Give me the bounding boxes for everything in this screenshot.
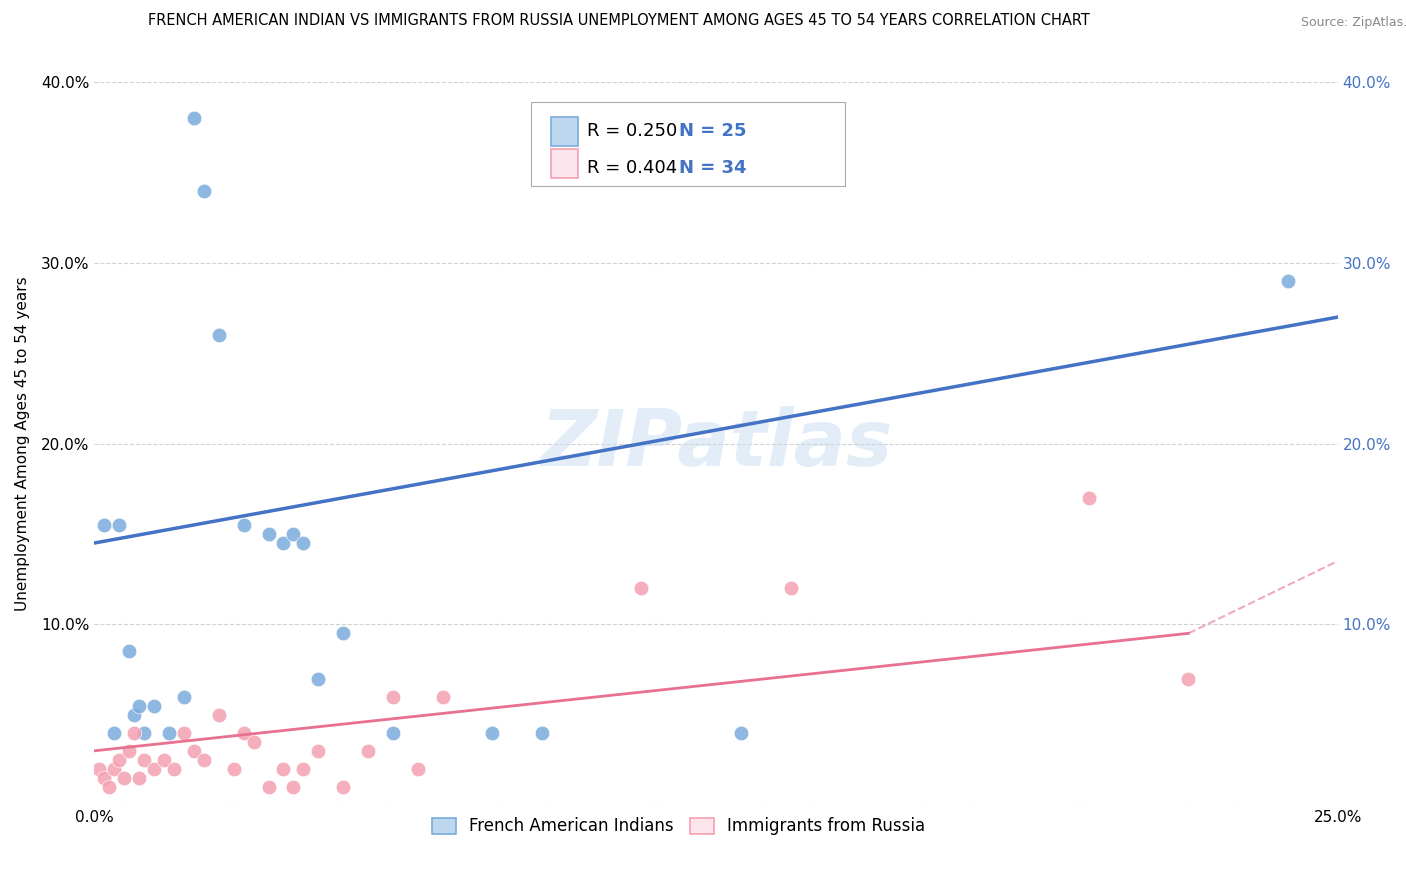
Point xyxy=(730,725,752,739)
Point xyxy=(143,762,166,776)
Point xyxy=(122,725,145,739)
Point xyxy=(406,762,429,776)
Point xyxy=(122,707,145,722)
Bar xyxy=(551,150,578,178)
Point xyxy=(257,780,280,794)
Point xyxy=(630,581,652,595)
Point xyxy=(481,725,503,739)
Point xyxy=(103,725,125,739)
Text: FRENCH AMERICAN INDIAN VS IMMIGRANTS FROM RUSSIA UNEMPLOYMENT AMONG AGES 45 TO 5: FRENCH AMERICAN INDIAN VS IMMIGRANTS FRO… xyxy=(148,13,1090,29)
Point xyxy=(89,762,111,776)
Point xyxy=(208,328,231,343)
Text: N = 34: N = 34 xyxy=(679,159,747,177)
Point xyxy=(128,698,150,713)
Point xyxy=(98,780,121,794)
Point xyxy=(128,771,150,785)
Text: R = 0.404: R = 0.404 xyxy=(586,159,678,177)
Point xyxy=(273,762,295,776)
Point xyxy=(208,707,231,722)
Point xyxy=(779,581,801,595)
Point xyxy=(432,690,454,704)
Text: Source: ZipAtlas.com: Source: ZipAtlas.com xyxy=(1301,16,1406,29)
Point xyxy=(292,536,315,550)
Point xyxy=(1078,491,1101,505)
Point xyxy=(134,753,156,767)
Point xyxy=(173,725,195,739)
Point xyxy=(307,672,329,686)
Point xyxy=(530,725,553,739)
Point xyxy=(242,735,264,749)
Point xyxy=(93,517,115,532)
Point xyxy=(118,744,141,758)
Point xyxy=(1177,672,1199,686)
Point xyxy=(93,771,115,785)
Point xyxy=(112,771,135,785)
Point xyxy=(283,527,305,541)
Point xyxy=(134,725,156,739)
Legend: French American Indians, Immigrants from Russia: French American Indians, Immigrants from… xyxy=(425,809,934,844)
Point xyxy=(381,725,404,739)
Point xyxy=(193,753,215,767)
Point xyxy=(357,744,380,758)
Point xyxy=(183,744,205,758)
Point xyxy=(381,690,404,704)
Point xyxy=(307,744,329,758)
Point xyxy=(222,762,245,776)
Text: R = 0.250: R = 0.250 xyxy=(586,122,678,140)
Text: N = 25: N = 25 xyxy=(679,122,747,140)
Point xyxy=(257,527,280,541)
Point xyxy=(232,517,254,532)
Point xyxy=(173,690,195,704)
Y-axis label: Unemployment Among Ages 45 to 54 years: Unemployment Among Ages 45 to 54 years xyxy=(15,277,30,611)
Text: ZIPatlas: ZIPatlas xyxy=(540,406,893,482)
Point xyxy=(292,762,315,776)
Point xyxy=(118,644,141,658)
FancyBboxPatch shape xyxy=(531,103,845,186)
Point xyxy=(332,626,354,640)
Point xyxy=(332,780,354,794)
Point xyxy=(143,698,166,713)
Point xyxy=(163,762,186,776)
Point xyxy=(232,725,254,739)
Point xyxy=(103,762,125,776)
Point xyxy=(273,536,295,550)
Point xyxy=(193,184,215,198)
Point xyxy=(153,753,176,767)
Point xyxy=(1277,274,1299,288)
Point xyxy=(283,780,305,794)
Point xyxy=(157,725,180,739)
Point xyxy=(108,753,131,767)
Point xyxy=(183,112,205,126)
Point xyxy=(108,517,131,532)
Bar xyxy=(551,117,578,145)
